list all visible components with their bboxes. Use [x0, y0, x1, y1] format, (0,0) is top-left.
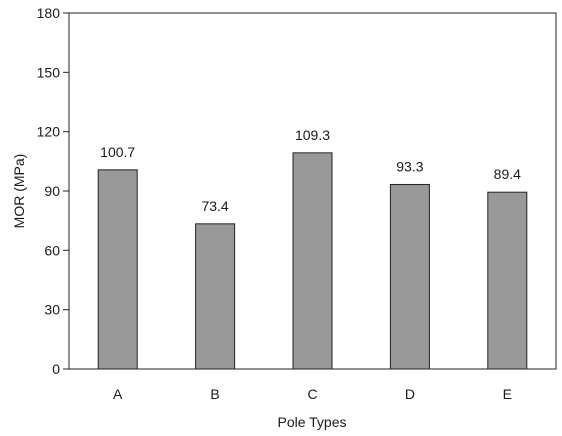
bar-A — [97, 169, 138, 370]
y-axis-ticks: 0 30 60 90 120 150 180 — [37, 5, 69, 377]
plot-frame — [68, 12, 557, 370]
bar-B — [195, 223, 236, 370]
bar-E — [487, 191, 528, 370]
x-axis-ticks: A B C D E — [113, 386, 512, 402]
data-label-D: 93.3 — [396, 158, 423, 174]
y-axis-label: MOR (MPa) — [11, 154, 27, 229]
x-tick-label: D — [405, 386, 415, 402]
x-tick-label: B — [210, 386, 219, 402]
data-label-E: 89.4 — [494, 166, 521, 182]
y-tick-label: 0 — [52, 361, 60, 377]
y-tick-label: 180 — [37, 5, 61, 21]
y-tick-label: 150 — [37, 64, 61, 80]
y-tick-label: 90 — [44, 183, 60, 199]
data-label-B: 73.4 — [201, 198, 228, 214]
y-tick-label: 120 — [37, 124, 61, 140]
y-tick-label: 30 — [44, 302, 60, 318]
bar-D — [389, 183, 430, 370]
y-tick-label: 60 — [44, 242, 60, 258]
bar-C — [292, 152, 333, 370]
data-label-C: 109.3 — [295, 127, 330, 143]
data-label-A: 100.7 — [100, 144, 135, 160]
x-tick-label: C — [307, 386, 317, 402]
value-labels: 100.7 73.4 109.3 93.3 89.4 — [100, 127, 521, 214]
x-axis-label: Pole Types — [277, 414, 346, 430]
x-tick-label: A — [113, 386, 123, 402]
bars — [97, 152, 528, 370]
x-tick-label: E — [503, 386, 512, 402]
